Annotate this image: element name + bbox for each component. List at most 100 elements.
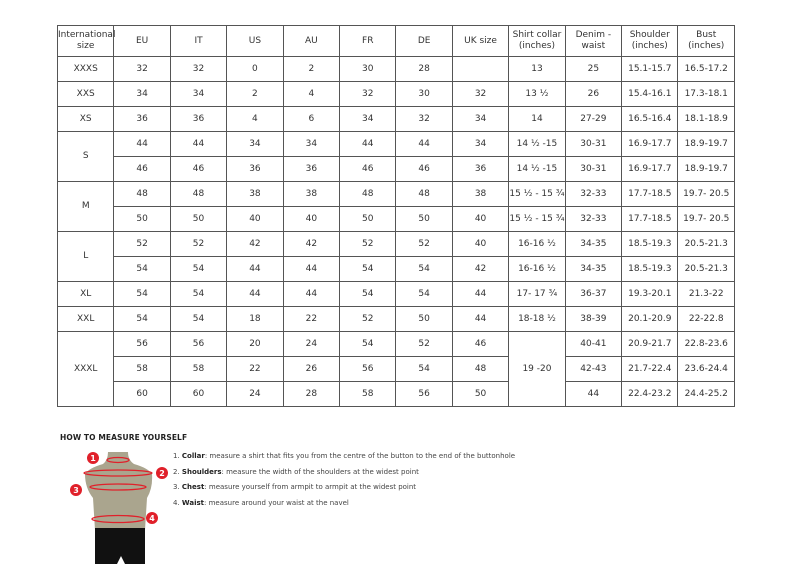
table-cell: 34	[282, 131, 341, 157]
step-waist: 4. Waist: measure around your waist at t…	[173, 498, 349, 507]
table-row: S 44 44 34 34 44 44 34 14 ½ -15 30-31 16.9-17.7 18.…	[56, 131, 735, 182]
table-cell: 18	[226, 306, 284, 332]
table-cell: 48	[113, 181, 171, 207]
table-cell: S	[56, 131, 115, 182]
table-cell: 22-22.8	[677, 306, 735, 332]
header-row: International size EU IT US AU FR DE UK size Shi…	[56, 25, 735, 57]
table-cell: 34	[451, 131, 510, 157]
table-row: 58 58 22 26 56 54 48 42-43 21.7-22.4 23.6-24.4	[58, 356, 735, 382]
step-chest: 3. Chest: measure yourself from armpit t…	[173, 483, 417, 491]
table-cell: 54	[169, 256, 228, 282]
marker-3: 3	[70, 484, 82, 496]
table-cell: 30-31	[564, 131, 623, 157]
table-cell: 15.1-15.7	[621, 56, 679, 82]
table-cell: 2	[282, 56, 341, 82]
table-cell: 46	[169, 156, 228, 182]
table-cell: 32	[113, 56, 171, 82]
table-cell: M	[56, 181, 115, 232]
table-cell: 44	[451, 281, 510, 307]
table-cell: 56	[339, 356, 397, 382]
table-cell: 26	[282, 356, 341, 382]
table-cell: 24.4-25.2	[677, 381, 735, 407]
table-cell: 22.4-23.2	[621, 381, 679, 407]
table-cell: 32-33	[564, 206, 623, 232]
table-cell: 14 ½ -15	[508, 156, 566, 182]
table-cell	[451, 56, 510, 82]
step-collar: 1. Collar: measure a shirt that fits you…	[173, 452, 516, 460]
table-cell: 18.9-19.7	[677, 156, 735, 182]
table-cell: 36-37	[564, 281, 623, 307]
table-cell: 27-29	[564, 106, 623, 132]
svg-text:2: 2	[159, 469, 165, 478]
table-cell: 44	[226, 281, 284, 307]
table-cell: 40-41	[564, 331, 623, 357]
table-cell: 58	[169, 356, 228, 382]
table-cell: 52	[395, 231, 453, 257]
torso	[85, 452, 153, 530]
table-cell: 44	[395, 131, 453, 157]
table-cell: 19.7- 20.5	[677, 181, 735, 207]
table-cell: 20.5-21.3	[677, 256, 735, 282]
table-cell: 44	[451, 306, 510, 332]
table-cell: 40	[451, 206, 510, 232]
table-cell: 36	[226, 156, 284, 182]
table-cell: 20	[226, 331, 284, 357]
table-cell: 44	[282, 281, 341, 307]
table-cell: 60	[113, 381, 171, 407]
table-cell: 38	[226, 181, 284, 207]
table-cell: 30	[339, 56, 397, 82]
table-cell: 54	[395, 256, 453, 282]
table-row: XXL 54 54 18 22 52 50 44 18-18 ½ 38-39 20.1-20.9 22…	[56, 306, 735, 332]
table-cell: XXXS	[56, 56, 115, 82]
chest-line	[89, 483, 147, 491]
section-title: HOW TO MEASURE YOURSELF	[60, 433, 188, 442]
table-cell: 50	[451, 381, 510, 407]
table-cell: 36	[282, 156, 341, 182]
table-cell: 32	[395, 106, 453, 132]
table-cell: 48	[451, 356, 510, 382]
step-shoulders: 2. Shoulders: measure the width of the s…	[173, 467, 419, 476]
collar-line	[106, 456, 130, 464]
marker-2: 2	[156, 467, 168, 479]
table-cell: 38	[282, 181, 341, 207]
table-cell: 24	[226, 381, 284, 407]
table-cell: 40	[226, 206, 284, 232]
column-header: DE	[395, 25, 453, 57]
table-cell: 14 ½ -15	[508, 131, 566, 157]
table-cell: 17.7-18.5	[621, 181, 679, 207]
table-cell: 44	[564, 381, 623, 407]
table-cell: 44	[226, 256, 284, 282]
table-cell: 34	[226, 131, 284, 157]
table-cell: 16.5-16.4	[621, 106, 679, 132]
table-cell: 54	[339, 281, 397, 307]
table-cell: 54	[169, 281, 228, 307]
table-cell: 56	[113, 331, 171, 357]
table-cell: 50	[395, 306, 453, 332]
table-cell: 2	[226, 81, 284, 107]
table-cell: 4	[226, 106, 284, 132]
table-cell: 52	[113, 231, 171, 257]
table-cell: XL	[56, 281, 115, 307]
table-cell: 56	[169, 331, 228, 357]
table-cell: 38-39	[564, 306, 623, 332]
table-cell: 14	[508, 106, 566, 132]
table-cell: 16-16 ½	[508, 231, 566, 257]
table-cell: 50	[339, 206, 397, 232]
table-cell: 18.5-19.3	[621, 231, 679, 257]
column-header: Shirt collar (inches)	[508, 25, 566, 57]
table-cell: 18.5-19.3	[621, 256, 679, 282]
table-row: XXS 34 34 2 4 32 30 32 13 ½ 26 15.4-16.1 17.3-18.1	[56, 81, 735, 107]
table-cell: 16.5-17.2	[677, 56, 735, 82]
table-cell: 42	[282, 231, 341, 257]
column-header: International size	[56, 25, 115, 57]
table-cell: 15 ½ - 15 ¾	[508, 206, 566, 232]
table-cell: 30	[395, 81, 453, 107]
table-cell: 22	[226, 356, 284, 382]
table-cell: XXL	[56, 306, 115, 332]
table-cell: 40	[451, 231, 510, 257]
table-cell: 52	[339, 306, 397, 332]
table-cell: 36	[451, 156, 510, 182]
table-cell: 13 ½	[508, 81, 566, 107]
table-cell: 30-31	[564, 156, 623, 182]
table-cell: 52	[339, 231, 397, 257]
